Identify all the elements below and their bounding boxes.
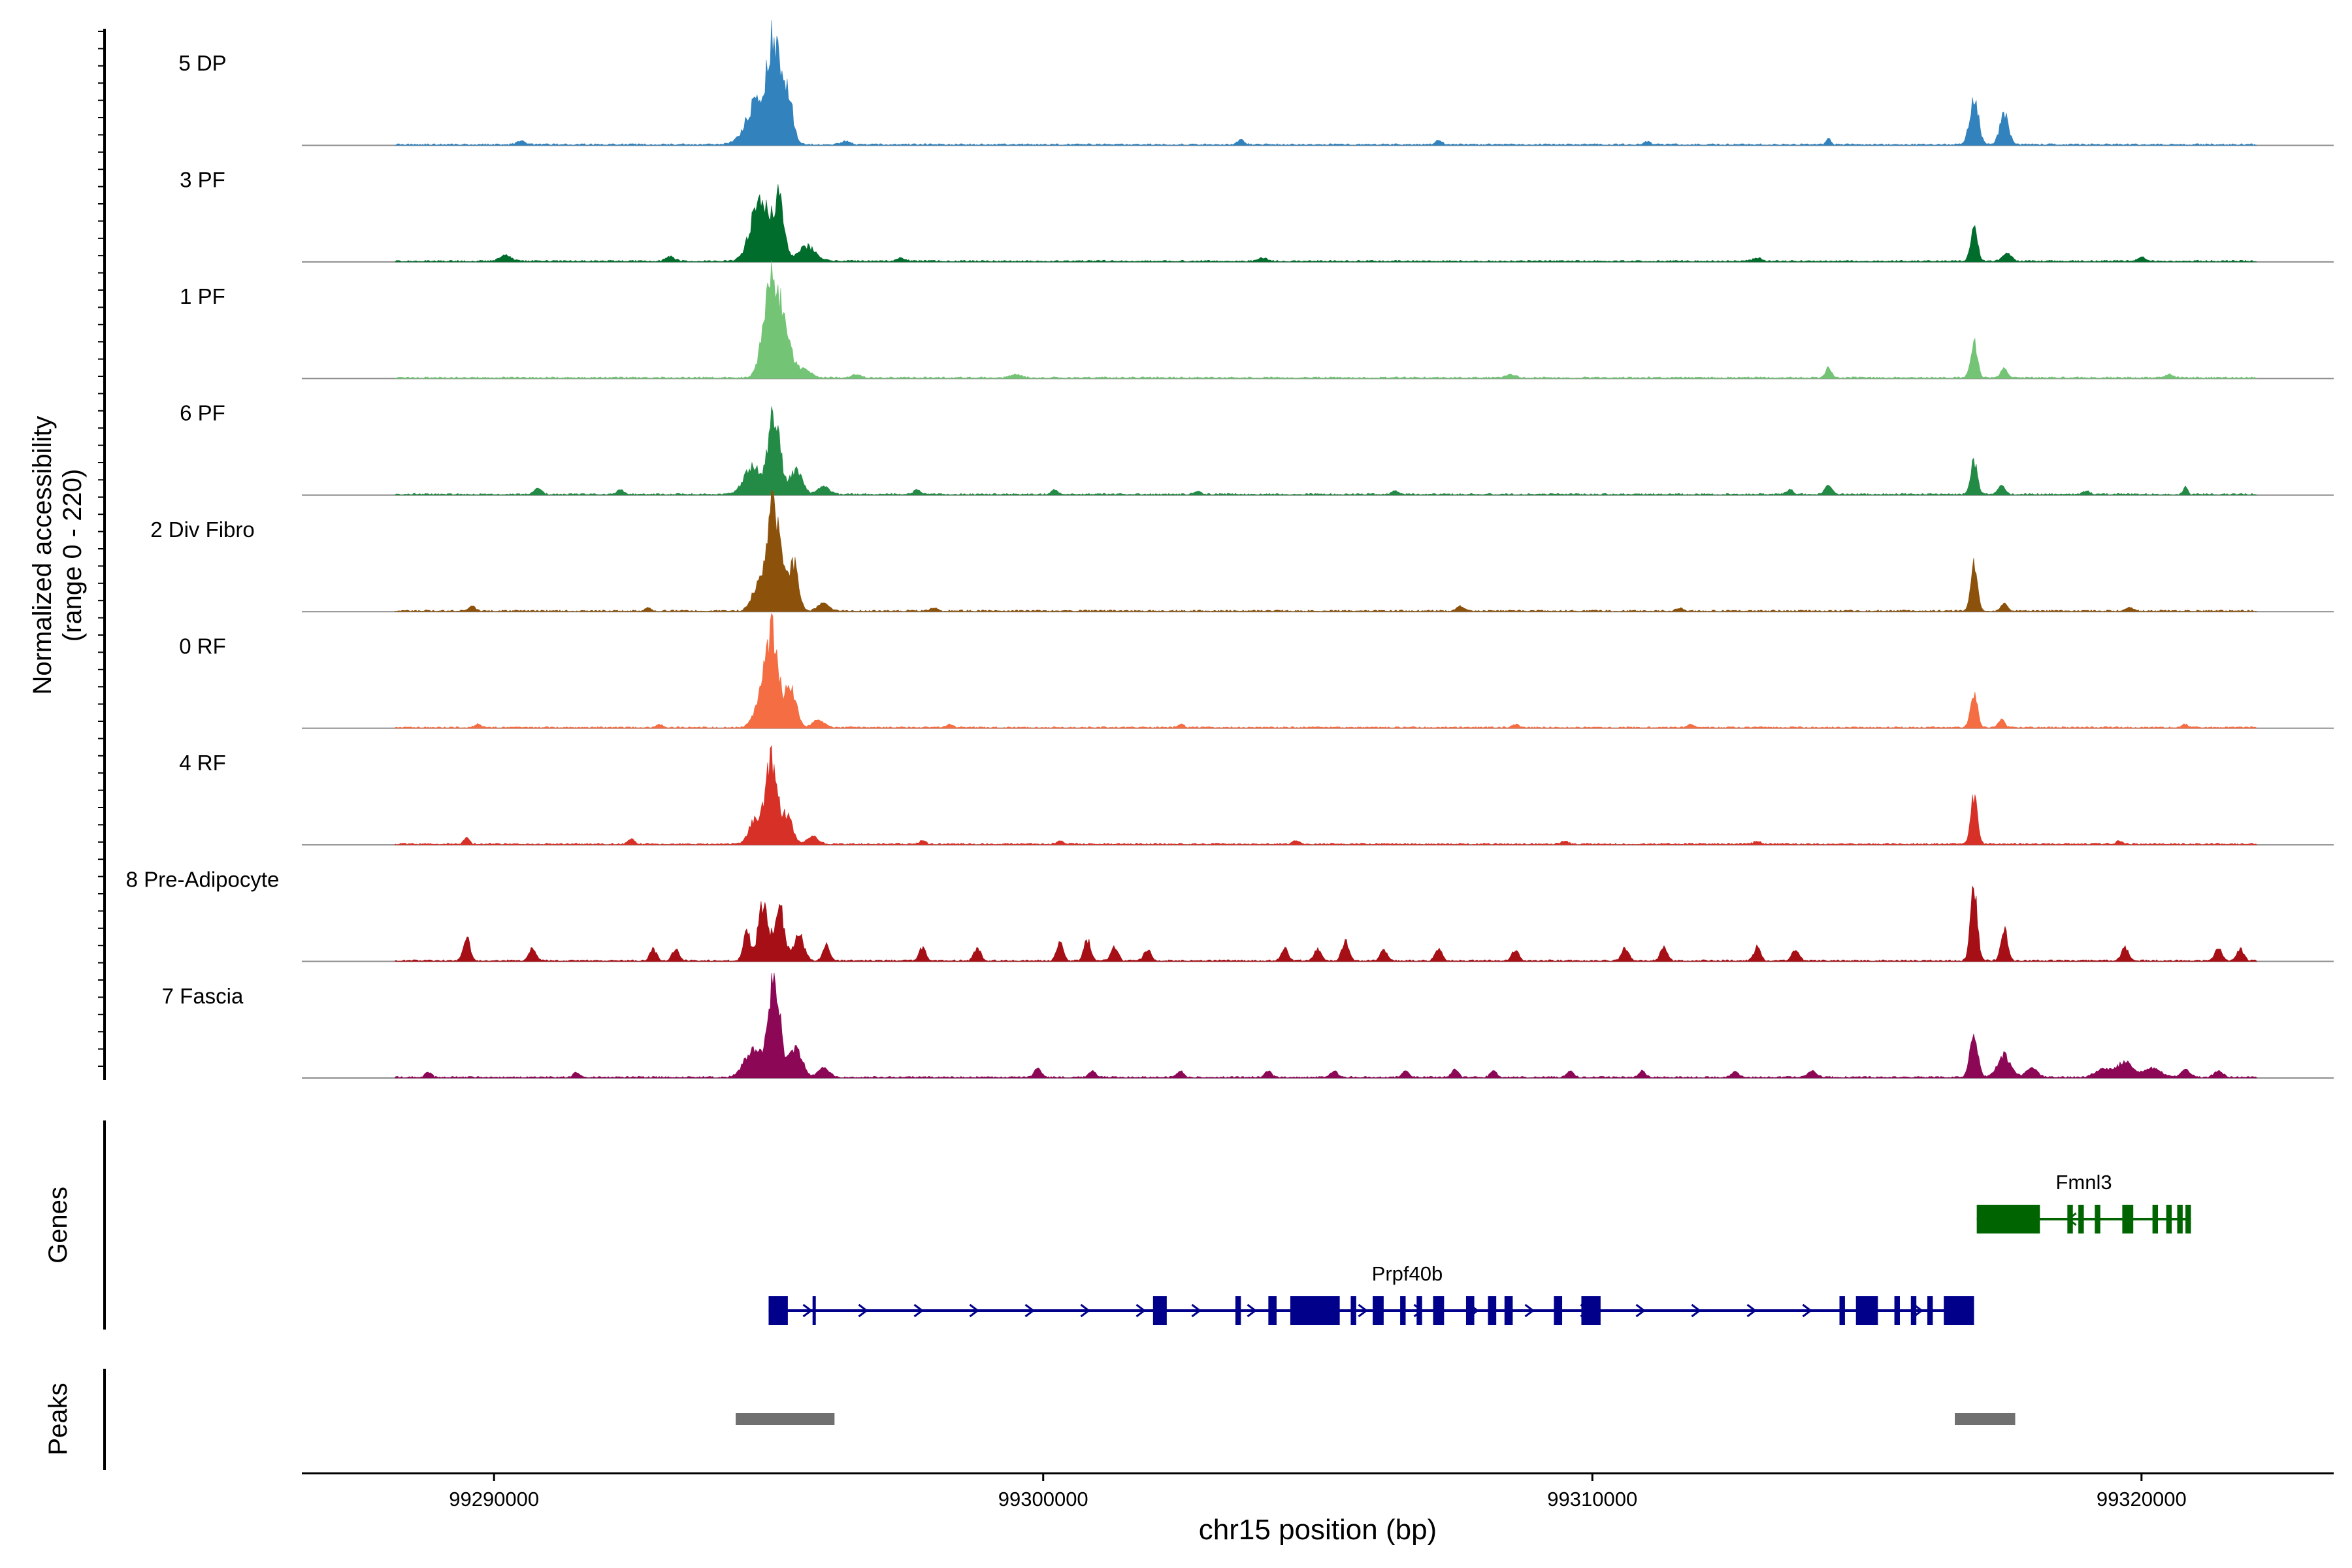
track-labels: 5 DP 3 PF 1 PF 6 PF 2 Div Fibro 0 RF 4 RF 8 Pre… bbox=[126, 51, 280, 1008]
strand-arrow bbox=[1746, 1303, 1757, 1318]
coverage-area bbox=[395, 613, 2258, 729]
coverage-tracks bbox=[302, 20, 2334, 1079]
exon bbox=[1581, 1296, 1601, 1325]
exon bbox=[2152, 1205, 2159, 1233]
strand-arrow bbox=[1524, 1303, 1535, 1318]
coverage-area bbox=[395, 745, 2257, 845]
track-label: 0 RF bbox=[179, 634, 226, 658]
strand-arrow bbox=[1135, 1303, 1146, 1318]
x-tick-label: 99310000 bbox=[1547, 1488, 1637, 1511]
exon bbox=[1290, 1296, 1340, 1325]
track-label: 3 PF bbox=[180, 168, 225, 192]
y-axis-label-line1: Normalized accessibility bbox=[28, 416, 57, 695]
exon bbox=[2067, 1205, 2073, 1233]
exon bbox=[1350, 1296, 1356, 1325]
track-1-pf bbox=[302, 261, 2334, 380]
exon bbox=[1416, 1296, 1422, 1325]
strand-arrow bbox=[1802, 1303, 1812, 1318]
strand-arrow bbox=[858, 1303, 868, 1318]
peak-track bbox=[736, 1413, 2016, 1425]
track-7-fascia bbox=[302, 972, 2334, 1079]
track-6-pf bbox=[302, 406, 2334, 496]
track-label: 2 Div Fibro bbox=[150, 517, 255, 542]
strand-arrow bbox=[1191, 1303, 1201, 1318]
coverage-y-ticks bbox=[98, 31, 105, 1067]
exon bbox=[1373, 1296, 1384, 1325]
strand-arrow bbox=[1080, 1303, 1090, 1318]
peak-region bbox=[1955, 1413, 2016, 1425]
exon bbox=[1554, 1296, 1563, 1325]
track-label: 4 RF bbox=[179, 751, 226, 775]
track-2-div-fibro bbox=[302, 490, 2334, 613]
y-axis-label-line2: (range 0 - 220) bbox=[58, 469, 87, 642]
track-label: 6 PF bbox=[180, 401, 225, 425]
strand-arrow bbox=[913, 1303, 924, 1318]
gene-name: Fmnl3 bbox=[2055, 1171, 2112, 1194]
exon bbox=[1268, 1296, 1277, 1325]
gene-fmnl3: Fmnl3 bbox=[1976, 1171, 2191, 1233]
x-tick-label: 99320000 bbox=[2097, 1488, 2187, 1511]
strand-arrow bbox=[1024, 1303, 1035, 1318]
track-label: 1 PF bbox=[180, 284, 225, 308]
exon bbox=[2185, 1205, 2191, 1233]
strand-arrow bbox=[1635, 1303, 1646, 1318]
x-tick-label: 99300000 bbox=[998, 1488, 1088, 1511]
x-axis-ticks: 99290000 99300000 99310000 99320000 bbox=[449, 1473, 2187, 1511]
exon bbox=[1235, 1296, 1241, 1325]
track-5-dp bbox=[302, 20, 2334, 146]
coverage-area bbox=[395, 184, 2257, 263]
exon bbox=[2177, 1205, 2183, 1233]
x-tick-label: 99290000 bbox=[449, 1488, 539, 1511]
exon bbox=[1944, 1296, 1974, 1325]
exon bbox=[1433, 1296, 1445, 1325]
exon bbox=[768, 1296, 788, 1325]
exon bbox=[1488, 1296, 1497, 1325]
exon bbox=[1152, 1296, 1167, 1325]
exon bbox=[1504, 1296, 1513, 1325]
exon bbox=[1910, 1296, 1917, 1325]
track-0-rf bbox=[302, 613, 2334, 729]
track-label: 7 Fascia bbox=[162, 984, 244, 1008]
strand-arrow bbox=[1358, 1303, 1368, 1318]
coverage-area bbox=[395, 972, 2257, 1079]
genes-label: Genes bbox=[44, 1186, 73, 1264]
track-label: 5 DP bbox=[178, 51, 226, 75]
strand-arrow bbox=[1691, 1303, 1701, 1318]
exon bbox=[2166, 1205, 2172, 1233]
exon bbox=[812, 1296, 816, 1325]
exon bbox=[2095, 1205, 2100, 1233]
track-4-rf bbox=[302, 745, 2334, 846]
exon bbox=[1839, 1296, 1845, 1325]
peak-region bbox=[736, 1413, 835, 1425]
exon bbox=[1400, 1296, 1406, 1325]
coverage-area bbox=[395, 885, 2257, 962]
exon bbox=[2122, 1205, 2134, 1233]
coverage-area bbox=[395, 490, 2258, 612]
coverage-y-axis bbox=[98, 29, 106, 1080]
exon bbox=[2078, 1205, 2084, 1233]
strand-arrow bbox=[1247, 1303, 1257, 1318]
coverage-area bbox=[395, 261, 2257, 379]
strand-arrow bbox=[1913, 1303, 1923, 1318]
exon bbox=[1976, 1205, 2040, 1233]
strand-arrow bbox=[969, 1303, 979, 1318]
exon bbox=[1894, 1296, 1900, 1325]
track-8-pre-adipocyte bbox=[302, 885, 2334, 962]
coverage-area bbox=[395, 20, 2257, 146]
gene-name: Prpf40b bbox=[1372, 1262, 1443, 1285]
exon bbox=[1855, 1296, 1878, 1325]
coverage-area bbox=[395, 406, 2258, 496]
exon bbox=[1465, 1296, 1475, 1325]
exon bbox=[1927, 1296, 1933, 1325]
gene-prpf40b: Prpf40b bbox=[768, 1262, 1974, 1325]
track-3-pf bbox=[302, 184, 2334, 263]
strand-arrow bbox=[802, 1303, 813, 1318]
x-axis-label: chr15 position (bp) bbox=[1199, 1514, 1437, 1546]
peaks-label: Peaks bbox=[44, 1382, 73, 1455]
track-label: 8 Pre-Adipocyte bbox=[126, 867, 280, 891]
gene-track: Fmnl3 Prpf40b bbox=[768, 1171, 2191, 1325]
